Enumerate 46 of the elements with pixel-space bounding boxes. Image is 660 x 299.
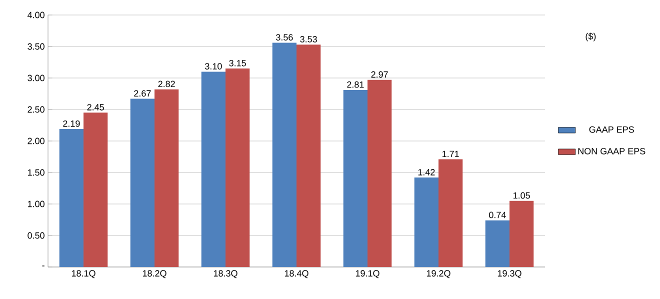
data-label: 3.56 [276,34,293,41]
bar [201,72,226,267]
y-tick-label: 3.00 [28,74,44,82]
x-tick-label: 18.2Q [142,270,166,278]
x-tick-label: 19.3Q [498,270,522,278]
bar [226,68,250,267]
y-tick-label: 1.00 [28,200,44,208]
bar [154,89,179,267]
data-label: 3.15 [229,60,246,66]
data-label: 2.82 [158,80,175,88]
bar [485,220,510,267]
data-label: 2.67 [134,90,151,97]
data-label: 2.97 [371,71,388,78]
data-label: 1.42 [418,169,435,176]
bar [272,42,297,267]
bar [368,80,392,267]
x-tick-label: 19.1Q [356,270,380,278]
bar [59,129,84,267]
x-tick-label: 18.1Q [72,270,96,278]
y-tick-label: 0.50 [28,232,44,239]
text: ($) [586,32,596,42]
x-tick-label: 18.3Q [214,270,238,278]
bar [130,98,155,267]
bar [343,90,368,267]
data-label: 2.19 [63,120,80,127]
bar [296,44,321,267]
legend-label: NON GAAP EPS [578,148,646,154]
data-label: 2.45 [87,104,104,110]
y-tick-label: 2.00 [28,138,44,144]
bar [84,112,108,267]
data-label: 1.05 [513,192,530,199]
y-tick-label: 1.50 [28,169,44,176]
bar [414,178,438,267]
data-label: 3.53 [300,36,317,42]
x-tick-label: 18.4Q [284,270,308,278]
data-label: 0.74 [489,212,506,218]
data-label: 3.10 [205,63,222,70]
bar [438,159,463,267]
y-tick-label: 3.50 [28,43,44,50]
data-label: 2.81 [347,81,364,88]
legend-label: GAAP EPS [589,126,634,133]
y-tick-label: 2.50 [28,106,44,113]
y-tick-label: 4.00 [28,12,44,18]
data-label: 1.71 [442,150,459,158]
x-tick-label: 19.2Q [426,270,450,278]
bar [509,200,534,267]
